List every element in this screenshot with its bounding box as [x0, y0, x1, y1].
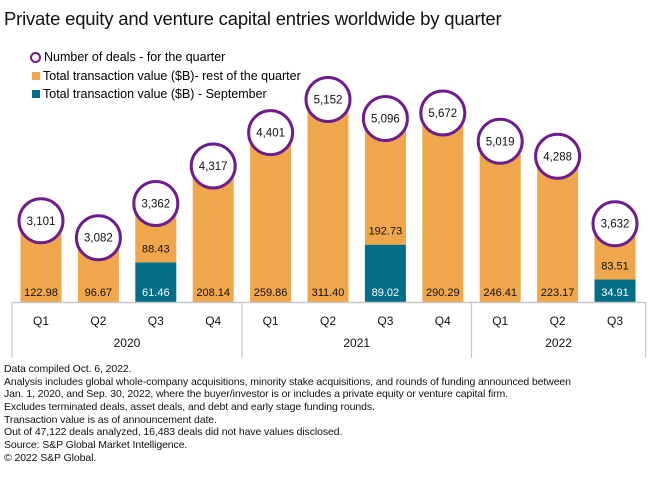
bar-rest [422, 115, 464, 302]
chart-plot: 122.98 3,101 96.67 3,082 61.46 88.43 3,362 208.… [11, 75, 647, 358]
legend-marker-september [32, 90, 40, 99]
legend-item-rest: Total transaction value ($B)- rest of th… [30, 67, 301, 86]
data-label-rest: 96.67 [85, 287, 113, 299]
bar-rest [479, 143, 521, 302]
legend-label-september: Total transaction value ($B) - September [43, 87, 267, 101]
x-group-label: 2021 [343, 336, 370, 350]
bar-september [594, 279, 636, 302]
data-label-rest: 88.43 [142, 243, 170, 255]
deals-circle [17, 197, 65, 245]
data-label-deals: 5,019 [486, 136, 515, 148]
legend-marker-deals [30, 51, 41, 63]
deals-circle [132, 179, 180, 227]
bar-rest [250, 134, 292, 302]
deals-circle [591, 200, 639, 248]
data-label-september: 89.02 [372, 287, 400, 299]
x-group-label: 2022 [545, 336, 572, 350]
data-label-deals: 3,362 [141, 198, 170, 210]
x-group-label: 2020 [114, 336, 141, 350]
data-label-deals: 5,672 [428, 108, 457, 120]
x-tick-label: Q1 [263, 314, 279, 328]
x-tick-label: Q1 [33, 314, 49, 328]
deals-circle [419, 89, 467, 137]
deals-circle [74, 214, 122, 262]
x-tick-label: Q3 [148, 314, 164, 328]
data-label-deals: 5,152 [314, 94, 343, 106]
legend-label-rest: Total transaction value ($B)- rest of th… [43, 68, 301, 83]
data-label-deals: 5,096 [371, 114, 400, 126]
legend: Number of deals - for the quarter Total … [30, 48, 301, 104]
x-tick-label: Q2 [320, 314, 336, 328]
data-label-deals: 3,632 [601, 219, 630, 231]
legend-item-deals: Number of deals - for the quarter [30, 48, 301, 67]
data-label-deals: 4,401 [256, 128, 285, 140]
note-line: Analysis includes global whole-company a… [4, 375, 571, 388]
bar-september [135, 262, 177, 302]
x-tick-label: Q3 [607, 314, 623, 328]
bar-september [364, 244, 406, 302]
data-label-rest: 246.41 [483, 287, 517, 299]
x-tick-label: Q4 [435, 314, 451, 328]
note-line: © 2022 S&P Global. [4, 451, 97, 464]
data-label-rest: 208.14 [196, 287, 230, 299]
x-tick-label: Q3 [377, 314, 393, 328]
x-tick-label: Q1 [492, 314, 508, 328]
bar-rest [537, 158, 579, 302]
note-line: Transaction value is as of announcement … [4, 413, 217, 426]
data-label-rest: 122.98 [24, 287, 58, 299]
data-label-deals: 3,082 [84, 233, 113, 245]
note-line: Out of 47,122 deals analyzed, 16,483 dea… [4, 426, 343, 439]
data-label-rest: 259.86 [254, 287, 288, 299]
data-label-deals: 4,288 [543, 151, 572, 163]
note-line: Excludes terminated deals, asset deals, … [4, 401, 375, 414]
x-tick-label: Q4 [205, 314, 221, 328]
deals-circle [189, 142, 237, 190]
legend-item-september: Total transaction value ($B) - September [30, 85, 301, 104]
deals-circle [476, 117, 524, 165]
data-label-rest: 83.51 [601, 261, 629, 273]
x-tick-label: Q2 [550, 314, 566, 328]
note-line: Jan. 1, 2020, and Sep. 30, 2022, where t… [4, 388, 508, 401]
data-label-september: 61.46 [142, 287, 170, 299]
bar-rest [192, 167, 234, 302]
bar-rest [307, 101, 349, 302]
data-label-rest: 223.17 [541, 287, 575, 299]
legend-label-deals: Number of deals - for the quarter [44, 50, 226, 64]
chart-title: Private equity and venture capital entri… [4, 8, 502, 29]
note-line: Data compiled Oct. 6, 2022. [4, 363, 132, 375]
deals-circle [304, 75, 352, 123]
data-label-september: 34.91 [601, 287, 629, 299]
deals-circle [247, 109, 295, 157]
deals-circle [361, 95, 409, 143]
data-label-deals: 3,101 [27, 216, 56, 228]
data-label-rest: 192.73 [369, 226, 403, 238]
data-label-rest: 290.29 [426, 287, 460, 299]
data-label-rest: 311.40 [312, 287, 345, 299]
x-tick-label: Q2 [90, 314, 106, 328]
note-line: Source: S&P Global Market Intelligence. [4, 439, 188, 452]
data-label-deals: 4,317 [199, 161, 228, 173]
legend-marker-rest [32, 71, 40, 80]
deals-circle [534, 132, 582, 180]
chart-notes: Data compiled Oct. 6, 2022. Analysis inc… [4, 363, 571, 465]
